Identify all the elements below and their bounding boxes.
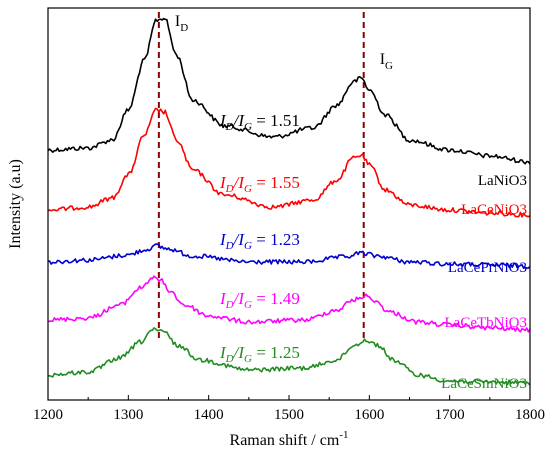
x-axis-title-main: Raman shift / cm	[230, 432, 340, 449]
series-name-sub: 3	[520, 202, 528, 218]
series-line-LaCeNiO3	[47, 107, 531, 218]
series-name-sub: 3	[520, 173, 528, 189]
y-axis-title: Intensity (a.u)	[7, 159, 24, 249]
x-tick-label-1400: 1400	[194, 407, 224, 423]
series-name-sub: 3	[520, 315, 528, 331]
x-axis-title: Raman shift / cm-1	[230, 429, 349, 449]
peak-label-G: IG	[380, 51, 393, 72]
peak-label-main: I	[380, 51, 385, 68]
peak-label-sub: G	[385, 60, 393, 72]
peak-label-sub: D	[180, 22, 188, 34]
ratio-value: 1.51	[270, 111, 300, 130]
ratio-label-LaCeTbNiO3: ID/IG = 1.49	[219, 289, 300, 311]
series-name-main: LaCeTbNiO	[445, 315, 520, 331]
series-line-LaCeSmNiO3	[47, 327, 531, 386]
x-tick-label-1300: 1300	[113, 407, 143, 423]
series-name-LaCeNiO3: LaCeNiO3	[461, 202, 527, 218]
series-name-LaCePrNiO3: LaCePrNiO3	[448, 260, 527, 276]
series-line-LaNiO3	[47, 17, 531, 165]
series-name-sub: 3	[520, 260, 528, 276]
x-tick-label-1200: 1200	[33, 407, 63, 423]
x-tick-label-1500: 1500	[274, 407, 304, 423]
ratio-label-LaCePrNiO3: ID/IG = 1.23	[219, 230, 300, 252]
series-name-LaCeSmNiO3: LaCeSmNiO3	[441, 376, 527, 392]
x-tick-label-1600: 1600	[354, 407, 384, 423]
reference-lines	[157, 12, 365, 340]
peak-label-D: ID	[175, 13, 188, 34]
series-name-main: LaCeNiO	[461, 202, 519, 218]
x-axis-title-superscript: -1	[339, 429, 348, 441]
series-name-LaCeTbNiO3: LaCeTbNiO3	[445, 315, 527, 331]
series-name-sub: 3	[520, 376, 528, 392]
x-tick-label-1700: 1700	[435, 407, 465, 423]
x-axis-ticks: 1200 1300 1400 1500 1600 1700 1800	[33, 395, 545, 423]
series-name-main: LaCePrNiO	[448, 260, 520, 276]
ratio-value: 1.23	[270, 230, 300, 249]
series-name-LaNiO3: LaNiO3	[478, 173, 527, 189]
plot-frame	[47, 7, 531, 401]
series-layer	[47, 17, 531, 386]
series-name-main: LaNiO	[478, 173, 520, 189]
ratio-value: 1.25	[270, 343, 300, 362]
series-name-main: LaCeSmNiO	[441, 376, 519, 392]
ratio-label-LaCeNiO3: ID/IG = 1.55	[219, 173, 300, 195]
series-line-LaCePrNiO3	[47, 243, 531, 269]
ratio-value: 1.49	[270, 289, 300, 308]
series-line-LaCeTbNiO3	[47, 275, 531, 333]
x-tick-label-1800: 1800	[515, 407, 545, 423]
peak-label-main: I	[175, 13, 180, 30]
ratio-label-LaCeSmNiO3: ID/IG = 1.25	[219, 343, 300, 365]
ratio-value: 1.55	[270, 173, 300, 192]
ratio-label-LaNiO3: ID/IG = 1.51	[219, 111, 300, 133]
